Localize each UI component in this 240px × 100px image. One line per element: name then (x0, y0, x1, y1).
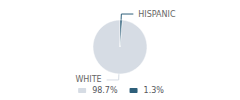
svg-text:98.7%: 98.7% (92, 86, 118, 95)
svg-text:WHITE: WHITE (75, 75, 101, 84)
svg-text:1.3%: 1.3% (144, 86, 165, 95)
svg-text:HISPANIC: HISPANIC (138, 10, 176, 19)
